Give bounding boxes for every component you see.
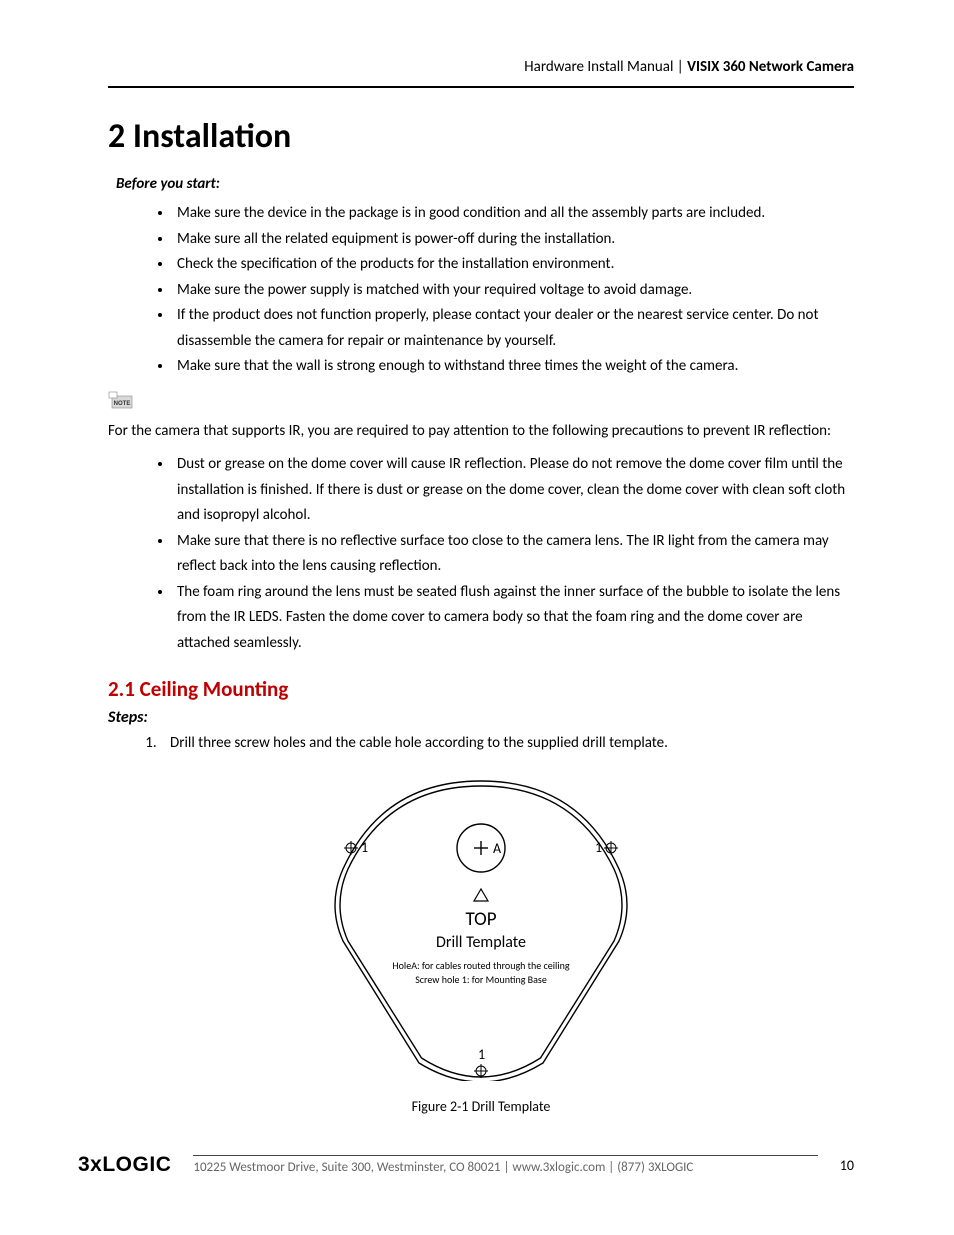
svg-text:TOP: TOP [465,908,496,931]
svg-text:NOTE: NOTE [114,401,131,407]
steps-list: Drill three screw holes and the cable ho… [160,731,854,757]
step-item: Drill three screw holes and the cable ho… [160,731,854,757]
drill-template-svg: A 1 1 1 TOP Drill Template HoleA: for cables r… [321,771,641,1081]
figure-caption: Figure 2-1 Drill Template [108,1098,854,1115]
company-logo: 3xLOGIC [78,1153,171,1177]
list-item: Make sure that there is no reflective su… [173,529,854,580]
drill-template-figure: A 1 1 1 TOP Drill Template HoleA: for cables r… [108,771,854,1115]
page-header: Hardware Install Manual | VISIX 360 Netw… [108,58,854,88]
list-item: Make sure the device in the package is i… [173,201,854,227]
header-left: Hardware Install Manual | [524,58,687,76]
list-item: Make sure the power supply is matched wi… [173,278,854,304]
list-item: Dust or grease on the dome cover will ca… [173,452,854,529]
footer-address: 10225 Westmoor Drive, Suite 300, Westmin… [193,1155,817,1175]
list-item: Check the specification of the products … [173,252,854,278]
svg-text:1: 1 [361,839,368,856]
section-heading: 2 Installation [108,116,854,157]
page-number: 10 [840,1157,854,1174]
before-you-start-label: Before you start: [116,175,854,193]
ir-precaution-list: Dust or grease on the dome cover will ca… [173,452,854,656]
svg-text:Drill Template: Drill Template [436,933,526,952]
svg-text:A: A [493,840,502,857]
subsection-heading: 2.1 Ceiling Mounting [108,676,854,702]
svg-text:1: 1 [478,1046,485,1063]
steps-label: Steps: [108,708,854,727]
svg-text:1: 1 [595,839,602,856]
note-icon: NOTE [108,390,854,415]
page-footer: 3xLOGIC 10225 Westmoor Drive, Suite 300,… [78,1153,854,1177]
precheck-list: Make sure the device in the package is i… [173,201,854,380]
ir-precaution-intro: For the camera that supports IR, you are… [108,419,854,445]
list-item: The foam ring around the lens must be se… [173,580,854,657]
svg-text:Screw hole 1: for Mounting Bas: Screw hole 1: for Mounting Base [415,973,547,986]
list-item: If the product does not function properl… [173,303,854,354]
list-item: Make sure that the wall is strong enough… [173,354,854,380]
header-product: VISIX 360 Network Camera [687,58,854,76]
list-item: Make sure all the related equipment is p… [173,227,854,253]
svg-text:HoleA: for cables routed throu: HoleA: for cables routed through the cei… [392,959,569,972]
